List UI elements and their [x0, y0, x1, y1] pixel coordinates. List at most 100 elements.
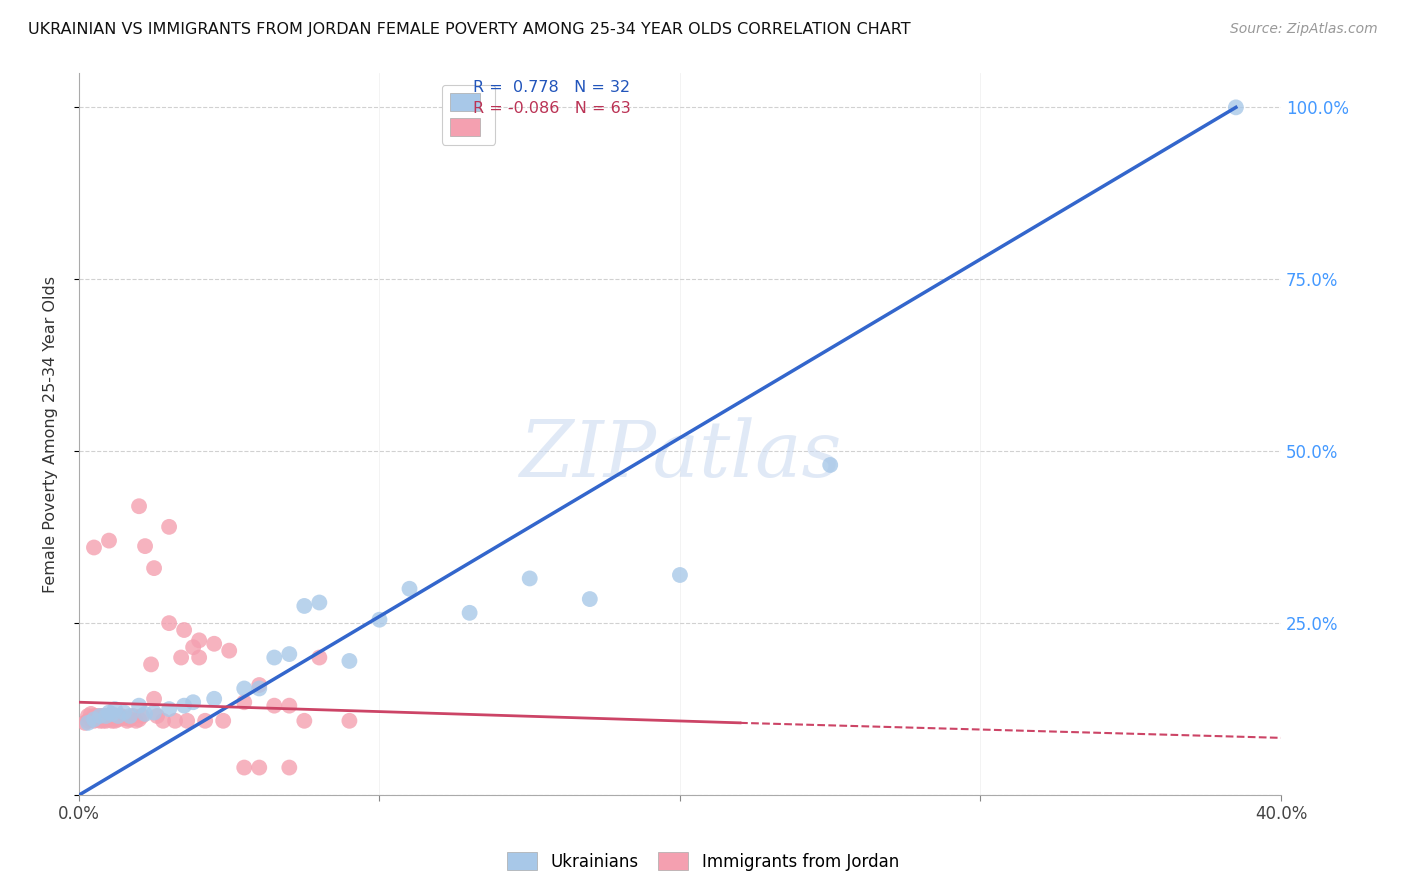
Point: [134, 539, 156, 553]
Point: [143, 706, 166, 720]
Point: [98, 713, 121, 727]
Point: [86, 713, 108, 727]
Point: [83, 709, 105, 723]
Point: [77, 714, 100, 728]
Point: [308, 650, 330, 665]
Point: [94, 714, 117, 728]
Point: [1225, 100, 1247, 114]
Point: [134, 706, 156, 721]
Point: [173, 698, 195, 713]
Point: [110, 709, 132, 723]
Point: [818, 458, 841, 472]
Text: Source: ZipAtlas.com: Source: ZipAtlas.com: [1230, 22, 1378, 37]
Point: [143, 691, 166, 706]
Text: R =  0.778   N = 32: R = 0.778 N = 32: [474, 79, 630, 95]
Point: [128, 500, 150, 514]
Point: [89, 709, 111, 723]
Point: [212, 714, 235, 728]
Point: [519, 571, 541, 585]
Point: [292, 714, 315, 728]
Point: [89, 714, 111, 728]
Point: [339, 714, 361, 728]
Point: [188, 633, 211, 648]
Point: [578, 592, 600, 607]
Point: [94, 709, 117, 723]
Point: [194, 714, 217, 728]
Point: [101, 706, 124, 721]
Point: [83, 541, 105, 555]
Point: [91, 709, 114, 723]
Point: [170, 650, 193, 665]
Point: [173, 623, 195, 637]
Legend: , : ,: [441, 85, 495, 145]
Point: [104, 709, 127, 723]
Point: [104, 702, 127, 716]
Point: [80, 706, 103, 721]
Point: [263, 698, 285, 713]
Point: [98, 533, 121, 548]
Point: [115, 714, 138, 728]
Point: [233, 681, 256, 696]
Point: [146, 709, 169, 723]
Point: [101, 711, 124, 725]
Point: [104, 714, 127, 728]
Point: [188, 650, 211, 665]
Point: [458, 606, 481, 620]
Point: [202, 637, 225, 651]
Point: [181, 640, 204, 655]
Point: [86, 709, 108, 723]
Point: [247, 678, 270, 692]
Point: [98, 709, 121, 723]
Point: [181, 695, 204, 709]
Point: [308, 595, 330, 609]
Point: [218, 643, 240, 657]
Point: [292, 599, 315, 613]
Point: [368, 613, 391, 627]
Point: [152, 714, 174, 728]
Point: [91, 714, 114, 728]
Point: [278, 760, 301, 774]
Point: [157, 520, 180, 534]
Point: [128, 698, 150, 713]
Point: [339, 654, 361, 668]
Point: [80, 713, 103, 727]
Text: R = -0.086   N = 63: R = -0.086 N = 63: [474, 101, 631, 116]
Point: [669, 568, 692, 582]
Point: [247, 760, 270, 774]
Point: [131, 709, 153, 723]
Point: [263, 650, 285, 665]
Point: [107, 713, 129, 727]
Point: [278, 698, 301, 713]
Point: [157, 702, 180, 716]
Point: [73, 715, 96, 730]
Point: [83, 714, 105, 728]
Point: [165, 714, 187, 728]
Point: [83, 713, 105, 727]
Point: [128, 713, 150, 727]
Point: [94, 709, 117, 723]
Point: [101, 714, 124, 728]
Point: [91, 711, 114, 725]
Point: [89, 709, 111, 723]
Point: [77, 715, 100, 730]
Point: [278, 647, 301, 661]
Text: UKRAINIAN VS IMMIGRANTS FROM JORDAN FEMALE POVERTY AMONG 25-34 YEAR OLDS CORRELA: UKRAINIAN VS IMMIGRANTS FROM JORDAN FEMA…: [28, 22, 911, 37]
Point: [118, 709, 141, 723]
Point: [98, 706, 121, 720]
Point: [233, 695, 256, 709]
Point: [122, 709, 145, 723]
Point: [176, 714, 198, 728]
Point: [202, 691, 225, 706]
Point: [112, 706, 135, 720]
Point: [247, 681, 270, 696]
Point: [125, 714, 148, 728]
Point: [398, 582, 420, 596]
Point: [77, 709, 100, 723]
Point: [118, 713, 141, 727]
Point: [233, 760, 256, 774]
Point: [107, 709, 129, 723]
Y-axis label: Female Poverty Among 25-34 Year Olds: Female Poverty Among 25-34 Year Olds: [44, 276, 58, 592]
Text: ZIPatlas: ZIPatlas: [519, 417, 841, 494]
Legend: Ukrainians, Immigrants from Jordan: Ukrainians, Immigrants from Jordan: [499, 844, 907, 880]
Point: [157, 616, 180, 631]
